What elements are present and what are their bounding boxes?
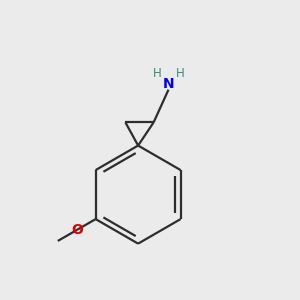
Text: N: N [163, 77, 174, 91]
Text: H: H [153, 67, 162, 80]
Text: H: H [176, 67, 184, 80]
Text: O: O [71, 223, 83, 237]
